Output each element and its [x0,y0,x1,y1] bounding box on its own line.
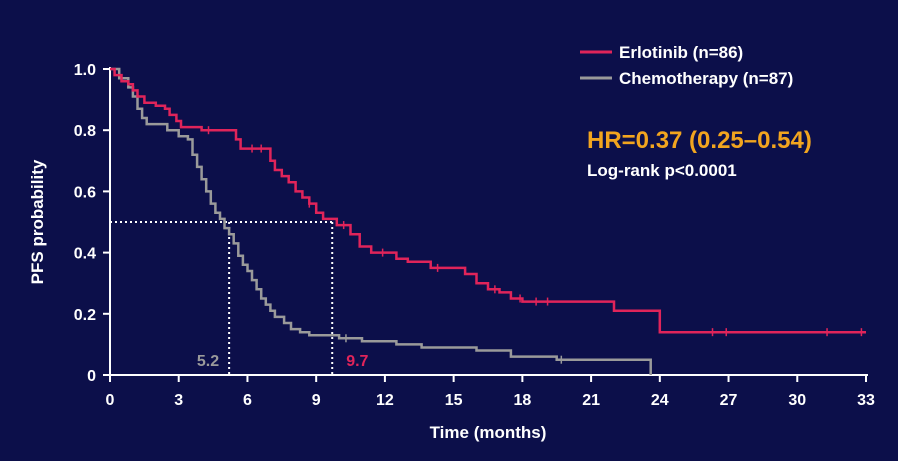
censor-marks [207,126,863,364]
logrank-annotation: Log-rank p<0.0001 [587,161,737,180]
median-label-erlotinib: 9.7 [346,353,368,370]
x-tick-label-18: 18 [513,392,531,409]
y-tick-label-4: 0.8 [74,123,96,140]
x-tick-label-0: 0 [106,392,115,409]
x-tick-label-3: 3 [174,392,183,409]
x-tick-label-21: 21 [582,392,600,409]
legend-label-erlotinib: Erlotinib (n=86) [619,43,743,62]
curve-chemotherapy [110,67,652,375]
x-tick-label-27: 27 [720,392,738,409]
survival-curves [110,67,866,375]
hazard-ratio-annotation: HR=0.37 (0.25–0.54) [587,127,812,154]
x-tick-label-15: 15 [445,392,463,409]
median-reference-lines [110,221,334,375]
curve-erlotinib [110,67,866,334]
x-tick-label-24: 24 [651,392,669,409]
x-axis-title: Time (months) [430,423,547,442]
y-tick-label-0: 0 [87,368,96,385]
x-tick-label-9: 9 [312,392,321,409]
y-tick-label-2: 0.4 [74,246,96,263]
x-tick-label-30: 30 [788,392,806,409]
legend-label-chemotherapy: Chemotherapy (n=87) [619,69,793,88]
ticks: 0 3 6 9 12 15 18 21 24 27 30 33 0 0.2 0.4 0.6 0.8 1.0 [74,62,875,409]
x-tick-label-12: 12 [376,392,394,409]
median-label-chemotherapy: 5.2 [197,353,219,370]
y-tick-label-3: 0.6 [74,184,96,201]
y-tick-label-1: 0.2 [74,307,96,324]
legend: Erlotinib (n=86) Chemotherapy (n=87) [580,43,793,88]
y-tick-label-5: 1.0 [74,62,96,79]
y-axis-title: PFS probability [28,159,47,284]
x-tick-label-6: 6 [243,392,252,409]
x-tick-label-33: 33 [857,392,875,409]
